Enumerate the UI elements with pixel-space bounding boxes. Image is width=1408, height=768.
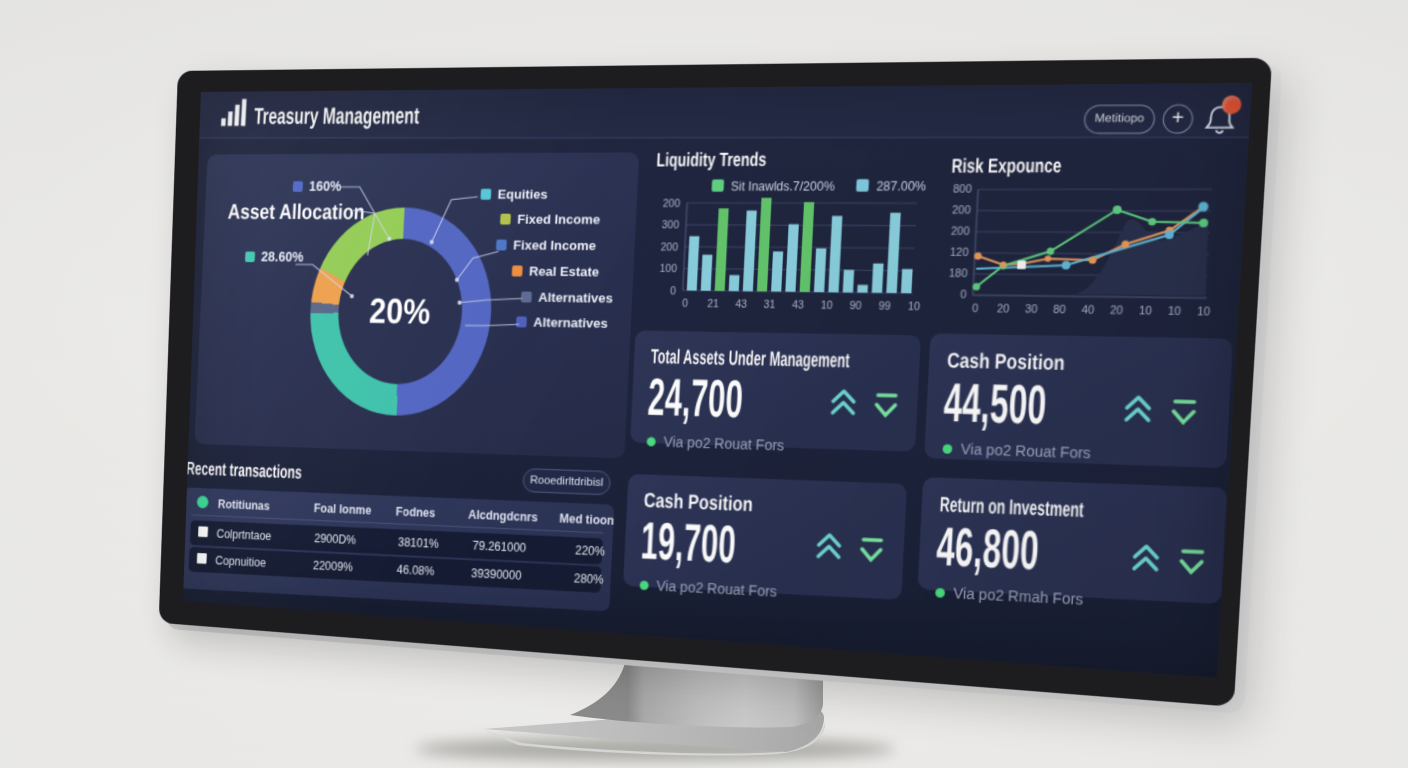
svg-text:21: 21 xyxy=(707,298,719,311)
svg-text:200: 200 xyxy=(952,204,971,217)
svg-text:120: 120 xyxy=(950,247,969,260)
svg-text:99: 99 xyxy=(878,300,891,313)
svg-text:0: 0 xyxy=(960,289,967,302)
svg-text:80: 80 xyxy=(1053,304,1066,317)
svg-text:0: 0 xyxy=(682,298,688,310)
svg-text:200: 200 xyxy=(951,225,970,238)
svg-text:43: 43 xyxy=(792,299,805,312)
svg-text:10: 10 xyxy=(1167,305,1181,318)
svg-text:180: 180 xyxy=(949,268,968,281)
svg-text:100: 100 xyxy=(659,263,677,276)
svg-text:300: 300 xyxy=(661,219,679,231)
svg-text:31: 31 xyxy=(763,299,775,312)
svg-text:30: 30 xyxy=(1025,303,1038,316)
svg-text:10: 10 xyxy=(1138,305,1152,318)
svg-text:10: 10 xyxy=(1197,306,1211,319)
svg-text:10: 10 xyxy=(907,301,920,314)
svg-text:20: 20 xyxy=(1110,304,1124,317)
svg-text:800: 800 xyxy=(953,183,972,196)
svg-text:20: 20 xyxy=(997,303,1010,316)
svg-text:10: 10 xyxy=(820,300,833,313)
svg-text:200: 200 xyxy=(660,242,678,254)
svg-text:43: 43 xyxy=(735,298,747,311)
svg-text:0: 0 xyxy=(670,285,676,297)
svg-text:200: 200 xyxy=(662,198,680,210)
svg-text:0: 0 xyxy=(972,303,979,316)
svg-text:40: 40 xyxy=(1081,304,1094,317)
svg-text:90: 90 xyxy=(849,300,862,313)
